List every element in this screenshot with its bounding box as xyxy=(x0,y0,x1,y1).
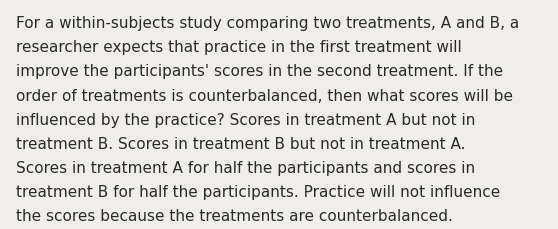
Text: influenced by the practice? Scores in treatment A but not in: influenced by the practice? Scores in tr… xyxy=(16,112,475,127)
Text: treatment B. Scores in treatment B but not in treatment A.: treatment B. Scores in treatment B but n… xyxy=(16,136,465,151)
Text: Scores in treatment A for half the participants and scores in: Scores in treatment A for half the parti… xyxy=(16,160,475,175)
Text: treatment B for half the participants. Practice will not influence: treatment B for half the participants. P… xyxy=(16,184,500,199)
Text: order of treatments is counterbalanced, then what scores will be: order of treatments is counterbalanced, … xyxy=(16,88,513,103)
Text: researcher expects that practice in the first treatment will: researcher expects that practice in the … xyxy=(16,40,461,55)
Text: improve the participants' scores in the second treatment. If the: improve the participants' scores in the … xyxy=(16,64,503,79)
Text: the scores because the treatments are counterbalanced.: the scores because the treatments are co… xyxy=(16,208,453,223)
Text: For a within-subjects study comparing two treatments, A and B, a: For a within-subjects study comparing tw… xyxy=(16,16,519,31)
